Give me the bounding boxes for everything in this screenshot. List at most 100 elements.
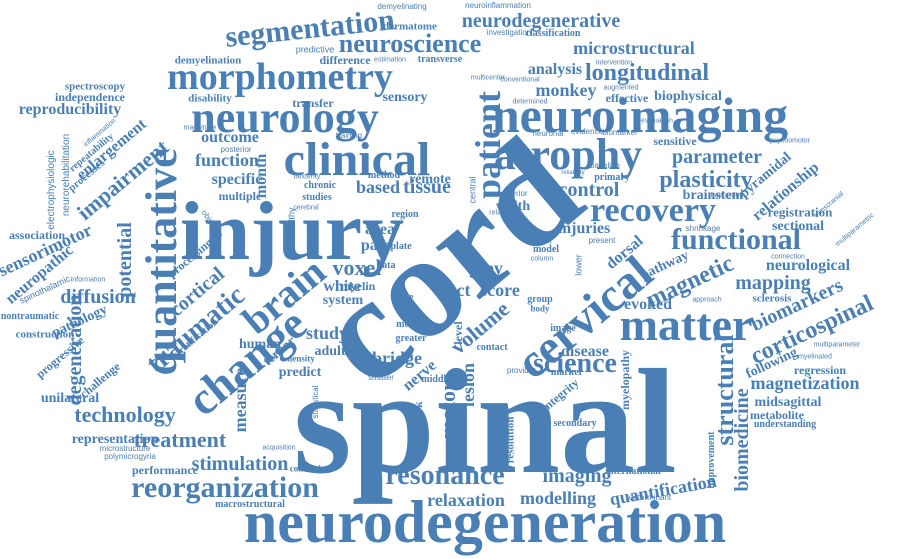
word-magnitude: magnitude — [183, 124, 217, 132]
word-multiple: multiple — [218, 189, 262, 203]
word-morphometry: morphometry — [167, 56, 393, 98]
word-sensory: sensory — [382, 90, 428, 105]
word-registration: registration — [767, 204, 833, 220]
word-measure: measure — [230, 367, 250, 433]
word-tract: tract — [433, 280, 471, 300]
word-neurology: neurology — [191, 93, 379, 142]
word-evoked: evoked — [624, 296, 672, 313]
word-construction: construction — [15, 328, 75, 341]
word-myelopathy: myelopathy — [618, 350, 632, 410]
word-biophysical: biophysical — [654, 89, 722, 104]
word-present: present — [588, 236, 616, 245]
word-mapping: mapping — [735, 272, 811, 294]
word-injuries: injuries — [557, 220, 611, 237]
word-modelling: modelling — [519, 488, 597, 508]
word-template: template — [374, 241, 412, 252]
word-resonance: resonance — [385, 460, 505, 491]
word-performance: performance — [132, 463, 198, 477]
word-neuroimaging: neuroimaging — [491, 87, 789, 143]
word-density: density — [287, 353, 315, 364]
word-dermatome: dermatome — [383, 20, 437, 33]
word-neuroscience: neuroscience — [338, 29, 482, 58]
word-evaluation: evaluation — [641, 117, 673, 125]
word-predict: predict — [278, 365, 322, 380]
word-lesion: lesion — [458, 362, 478, 408]
word-group: group — [527, 294, 553, 305]
word-acquisition: acquisition — [262, 444, 296, 452]
word-estimation: estimation — [374, 56, 406, 64]
word-microstructural: microstructural — [573, 38, 695, 58]
word-analysis: analysis — [527, 61, 583, 78]
word-bridge: bridge — [371, 348, 423, 368]
word-secondary: secondary — [553, 418, 597, 429]
word-study: study — [305, 323, 349, 343]
word-healthy: healthy — [286, 207, 297, 237]
word-smaller: smaller — [368, 373, 394, 382]
word-independence: independence — [54, 90, 126, 104]
word-posterior: posterior — [220, 145, 252, 154]
word-spinal: spinal — [293, 339, 677, 505]
word-conclusion: conclusion — [289, 463, 331, 474]
word-regression: regression — [793, 363, 847, 377]
word-injury: injury — [179, 185, 405, 278]
word-approach: approach — [692, 296, 722, 304]
word-middle: middle — [421, 374, 451, 385]
word-recovery: recovery — [590, 192, 716, 229]
word-interaction: interaction — [710, 192, 744, 200]
word-stimulation: stimulation — [191, 453, 289, 475]
word-effective: effective — [605, 91, 649, 105]
word-adult: adult — [314, 344, 346, 359]
word-conventional: conventional — [500, 76, 540, 84]
word-data: data — [376, 260, 396, 271]
word-central: central — [467, 176, 478, 204]
word-method: method — [367, 170, 401, 181]
word-system: system — [322, 293, 364, 308]
word-improvement: improvement — [706, 431, 717, 489]
word-metric: metric — [396, 319, 424, 330]
word-related: related — [489, 209, 511, 217]
word-determinant: determinant — [628, 493, 672, 502]
word-reproducibility: reproducibility — [18, 101, 122, 118]
word-resolution: resolution — [504, 416, 517, 464]
word-anterior: anterior — [500, 189, 528, 198]
word-myelin: myelin — [340, 279, 376, 293]
word-transfer: transfer — [292, 96, 334, 110]
word-region: region — [391, 209, 419, 220]
word-functional: functional — [670, 223, 802, 256]
word-marker: marker — [550, 367, 584, 378]
word-training: training — [335, 131, 363, 140]
word-white: white — [323, 278, 361, 295]
word-predictive: predictive — [295, 44, 335, 55]
word-myelinated: myelinated — [798, 353, 832, 361]
word-neurological: neurological — [765, 257, 851, 274]
word-longitudinal: longitudinal — [584, 60, 710, 86]
word-insight: insight — [528, 236, 552, 245]
word-multiparametric: multiparametric — [834, 211, 876, 249]
word-microstructure: microstructure — [99, 444, 151, 453]
word-representation: representation — [71, 432, 159, 447]
word-level: level — [451, 321, 465, 345]
word-framework: framework — [411, 401, 425, 459]
word-grey: grey — [469, 258, 503, 278]
word-score: score — [480, 280, 520, 300]
word-relaxation: relaxation — [427, 490, 505, 510]
word-macrostructural: macrostructural — [215, 499, 285, 510]
word-specific: specific — [211, 171, 263, 188]
word-transverse: transverse — [417, 54, 463, 65]
word-determined: determined — [512, 98, 548, 106]
word-sclerosis: sclerosis — [752, 292, 792, 305]
word-dexterity: dexterity — [293, 173, 321, 181]
word-baseline: baseline — [590, 161, 620, 170]
word-electrophysiologic: electrophysiologic — [46, 150, 57, 230]
word-polymicrogyria: polymicrogyria — [104, 452, 156, 461]
word-information: information — [70, 276, 106, 284]
word-evidence: evidence — [570, 127, 604, 136]
word-psychomotor: psychomotor — [769, 137, 811, 145]
word-demyelinating: demyelinating — [377, 2, 427, 11]
word-voxel: voxel — [332, 255, 382, 280]
word-science: science — [533, 348, 617, 379]
word-investigation: investigation — [486, 28, 532, 37]
word-outcome: outcome — [201, 129, 259, 146]
word-statistical: statistical — [311, 385, 320, 419]
word-neuroinflammation: neuroinflammation — [465, 1, 531, 10]
